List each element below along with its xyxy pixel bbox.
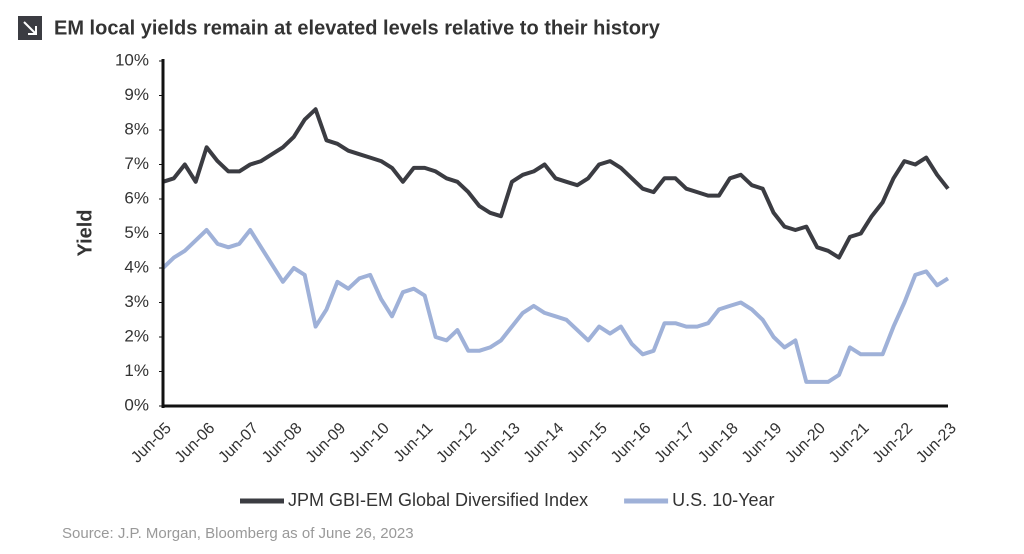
x-tick-label: Jun-17 [652,420,699,467]
x-tick-label: Jun-12 [433,420,480,467]
x-tick-label: Jun-19 [739,420,786,467]
legend-label: JPM GBI-EM Global Diversified Index [288,490,588,510]
y-tick-label: 3% [124,292,149,311]
y-tick-label: 4% [124,257,149,276]
x-tick-label: Jun-20 [782,420,829,467]
x-tick-label: Jun-05 [128,420,175,467]
y-tick-label: 5% [124,223,149,242]
y-tick-label: 0% [124,395,149,414]
series-line [162,107,950,260]
x-tick-label: Jun-15 [564,420,611,467]
title-icon-arrow [23,21,37,35]
x-tick-label: Jun-16 [608,420,655,467]
x-tick-label: Jun-21 [826,420,873,467]
x-tick-label: Jun-14 [521,420,568,467]
x-tick-label: Jun-23 [913,420,960,467]
legend-label: U.S. 10-Year [672,490,774,510]
y-tick-label: 10% [115,50,149,69]
chart-title: EM local yields remain at elevated level… [54,17,661,39]
y-tick-label: 6% [124,188,149,207]
y-tick-label: 9% [124,85,149,104]
x-tick-label: Jun-08 [259,420,306,467]
x-tick-label: Jun-22 [870,420,917,467]
x-tick-label: Jun-06 [172,420,219,467]
y-tick-label: 1% [124,361,149,380]
y-tick-label: 2% [124,326,149,345]
x-tick-label: Jun-10 [346,420,393,467]
y-tick-label: 8% [124,119,149,138]
x-tick-label: Jun-13 [477,420,524,467]
source-note: Source: J.P. Morgan, Bloomberg as of Jun… [62,525,414,542]
y-axis-label: Yield [74,209,96,256]
x-tick-label: Jun-07 [215,420,262,467]
series-line [161,228,950,384]
x-tick-label: Jun-09 [303,420,350,467]
x-tick-label: Jun-18 [695,420,742,467]
x-tick-label: Jun-11 [391,420,437,466]
y-tick-label: 7% [124,154,149,173]
